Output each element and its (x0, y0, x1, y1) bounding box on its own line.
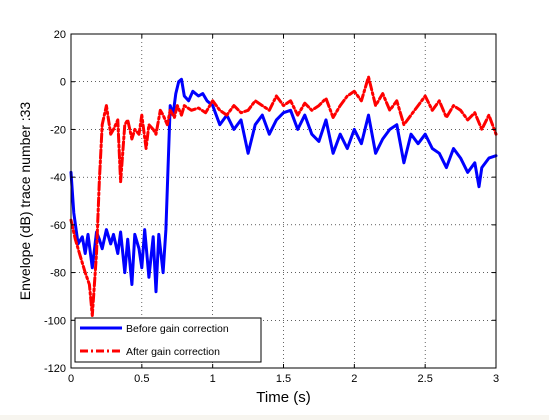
y-tick-label: 20 (54, 29, 66, 41)
y-tick-label: -80 (50, 268, 66, 280)
x-axis-label: Time (s) (256, 389, 310, 406)
legend-box (74, 317, 262, 363)
legend-label-before: Before gain correction (126, 323, 229, 335)
x-tick-label: 1.5 (276, 373, 291, 385)
legend: Before gain correction After gain correc… (74, 317, 262, 363)
y-tick-label: 0 (60, 77, 66, 89)
x-tick-label: 0.5 (134, 373, 149, 385)
x-tick-label: 2 (351, 373, 357, 385)
y-tick-label: -100 (44, 315, 66, 327)
x-tick-label: 2.5 (418, 373, 433, 385)
grid (71, 34, 496, 368)
x-tick-label: 1 (210, 373, 216, 385)
series-layer (69, 75, 498, 317)
ticks: 0 0.5 1 1.5 2 2.5 3 -120 -100 -80 -60 -40 -20 0 20 (44, 29, 499, 385)
legend-label-after: After gain correction (126, 346, 220, 358)
y-tick-label: -60 (50, 220, 66, 232)
series-line-before (69, 77, 498, 294)
plot-area (71, 34, 496, 368)
y-tick-label: -120 (44, 363, 66, 375)
y-tick-label: -20 (50, 124, 66, 136)
y-tick-label: -40 (50, 172, 66, 184)
series-line-after (69, 75, 498, 317)
x-tick-label: 3 (493, 373, 499, 385)
y-axis-label: Envelope (dB) trace number :33 (17, 102, 33, 301)
x-tick-label: 0 (68, 373, 74, 385)
